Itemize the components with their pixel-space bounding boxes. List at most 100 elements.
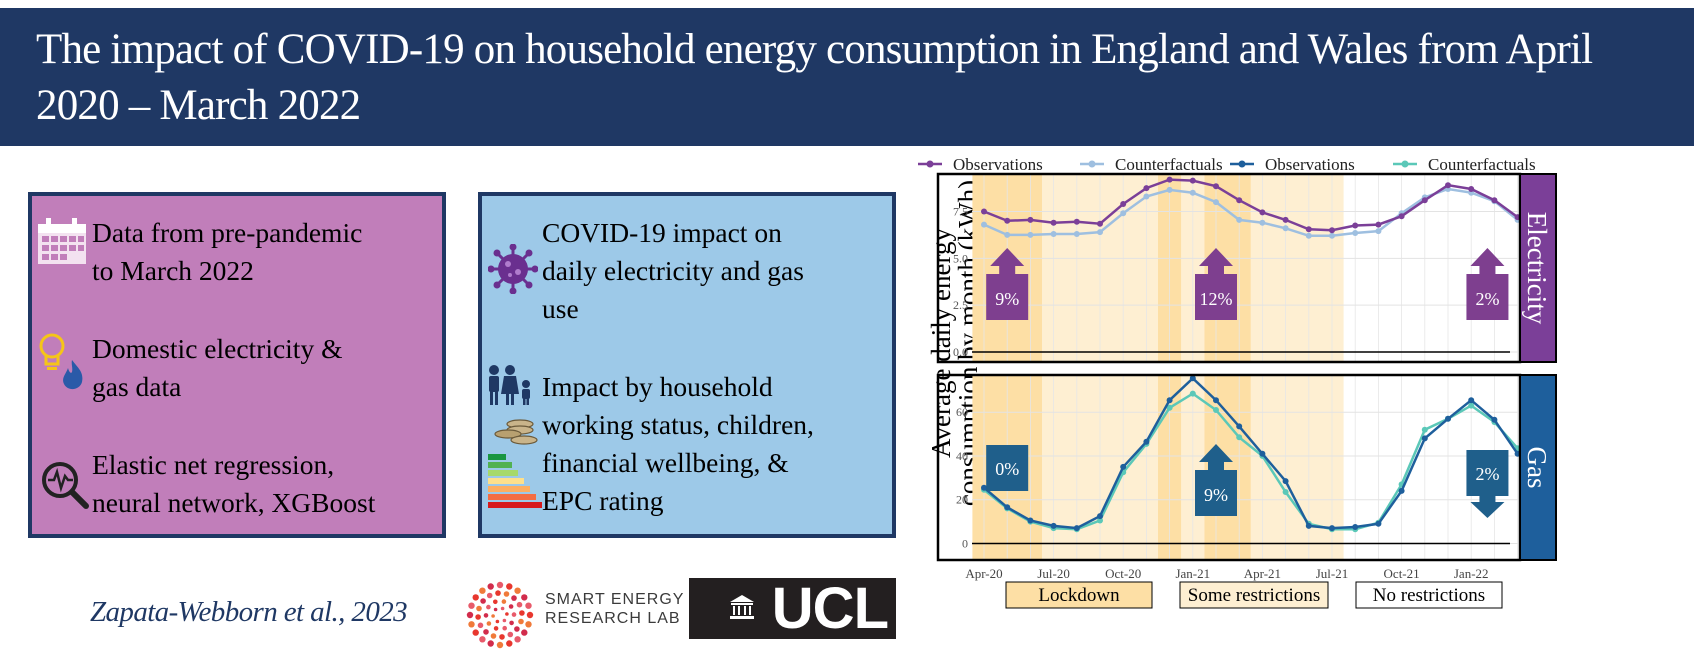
change-arrow: 12%: [1195, 248, 1237, 320]
data-point: [1189, 189, 1196, 196]
x-tick-label: Apr-21: [1244, 566, 1281, 581]
data-point: [1213, 183, 1219, 190]
serl-dot: [526, 611, 534, 619]
data-point: [1236, 423, 1243, 430]
data-point: [1050, 231, 1057, 237]
serl-dot: [509, 620, 514, 626]
panel-strip-label: Gas: [1522, 447, 1552, 489]
serl-dot: [499, 634, 505, 640]
data-point: [1143, 438, 1150, 445]
change-box: [1195, 274, 1237, 320]
data-point: [1282, 478, 1289, 485]
data-point: [1120, 201, 1127, 207]
serl-dot: [493, 607, 498, 612]
data-point: [1073, 218, 1080, 225]
change-arrow: 2%: [1466, 450, 1509, 518]
y-tick-label: 40: [956, 449, 968, 463]
arrow-down-icon: [1470, 496, 1505, 518]
ucl-logo: UCL: [689, 578, 896, 639]
legend-marker: [1401, 160, 1409, 168]
data-point: [1421, 435, 1428, 442]
data-point: [1305, 226, 1312, 233]
serl-text-line: RESEARCH LAB: [545, 610, 681, 627]
y-tick-label: 0.0: [953, 345, 968, 359]
change-box: [1466, 274, 1509, 320]
serl-dot: [519, 610, 525, 616]
panel-gas: 0 20 40 60 Gas 0% 9% 2%: [936, 373, 1557, 562]
mid-item-line: use: [542, 293, 579, 324]
data-point: [1305, 522, 1312, 529]
serl-dot: [475, 614, 481, 620]
serl-dot: [472, 594, 479, 601]
data-point: [1375, 520, 1382, 527]
panel-strip: [1519, 173, 1557, 363]
x-tick-label: Jul-21: [1316, 566, 1349, 581]
data-point: [1352, 222, 1359, 229]
serl-dot: [521, 629, 528, 636]
data-point: [1259, 209, 1266, 216]
left-item-data-type: Domestic electricity & gas data: [92, 330, 342, 406]
data-point: [1491, 416, 1498, 423]
data-point: [1375, 228, 1382, 235]
serl-dot: [476, 605, 482, 612]
serl-logo-icon: [465, 580, 535, 655]
panel-strip: [1519, 374, 1557, 561]
series-line-counterfactuals: [983, 187, 1519, 238]
x-tick-label: Oct-21: [1384, 566, 1420, 581]
data-point: [1282, 225, 1289, 232]
serl-dot: [483, 629, 489, 635]
serl-dot: [480, 598, 486, 604]
period-legend: Lockdown Some restrictions No restrictions: [1005, 581, 1503, 609]
serl-dot: [491, 614, 495, 618]
change-label: 2%: [1475, 289, 1499, 309]
change-box: [1466, 450, 1509, 496]
panel-electricity: 0.0 2.5 5.0 7.5 Electricity 9% 12% 2%: [936, 172, 1557, 364]
data-point: [1491, 197, 1498, 204]
serl-dot: [486, 621, 492, 626]
impact-panel: COVID-19 impact on daily electricity and…: [478, 192, 896, 538]
serl-dot: [487, 583, 494, 590]
data-point: [1305, 232, 1312, 239]
serl-dot: [511, 612, 517, 617]
data-point: [1166, 404, 1173, 411]
change-box: [986, 274, 1029, 320]
serl-dot: [486, 604, 491, 610]
serl-dot: [508, 604, 514, 609]
arrow-up-icon: [1199, 444, 1233, 470]
serl-dot: [466, 611, 474, 619]
legend-marker: [1088, 160, 1096, 168]
change-box: [1195, 470, 1237, 516]
y-tick-label: 5.0: [953, 251, 968, 265]
legend-label: Observations: [953, 155, 1043, 174]
virus-icon: [487, 243, 539, 299]
data-point: [1329, 227, 1335, 234]
mid-item-line: working status, children,: [542, 409, 814, 440]
arrow-up-icon: [990, 248, 1025, 274]
change-label: 0%: [995, 459, 1019, 479]
x-tick-label: Jan-21: [1175, 566, 1210, 581]
serl-dot: [468, 621, 475, 628]
serl-dot: [503, 591, 510, 597]
data-point: [1329, 232, 1335, 239]
serl-dot: [496, 581, 504, 589]
data-point: [1050, 522, 1057, 529]
serl-dot: [506, 583, 513, 590]
x-tick-label: Oct-20: [1105, 566, 1141, 581]
data-point: [1097, 229, 1103, 236]
data-point: [1236, 434, 1243, 441]
period-label: Some restrictions: [1188, 585, 1320, 606]
serl-dot: [501, 599, 507, 604]
serl-dot: [507, 631, 514, 638]
serl-dot: [483, 613, 489, 618]
data-point: [1398, 213, 1405, 220]
mid-item-line: COVID-19 impact on: [542, 217, 782, 248]
data-point: [1027, 216, 1034, 223]
data-point: [1166, 397, 1173, 404]
data-point: [981, 221, 987, 228]
series-line-observations: [983, 178, 1519, 232]
panel-strip-label: Electricity: [1522, 212, 1552, 325]
data-point: [1027, 231, 1034, 238]
left-item-line: to March 2022: [92, 255, 254, 286]
serl-dot: [493, 599, 498, 605]
change-box: [986, 445, 1029, 491]
